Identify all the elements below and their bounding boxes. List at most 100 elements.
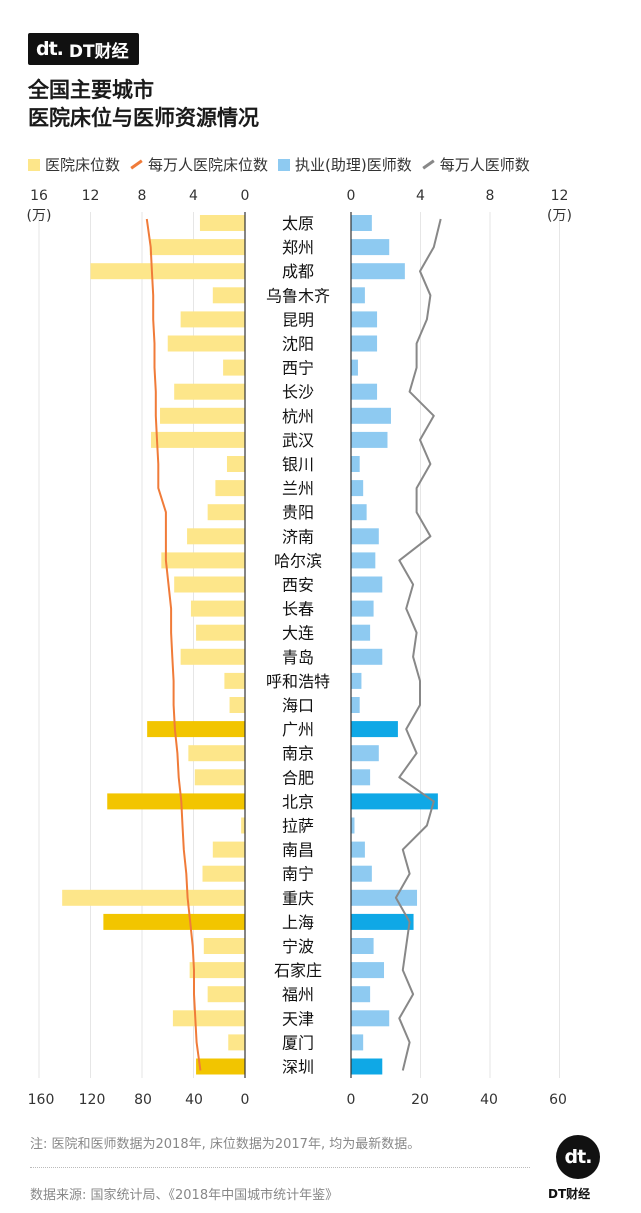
bed-bar	[199, 215, 245, 231]
bed-bar	[196, 1058, 245, 1075]
bed-bar	[202, 865, 245, 882]
doctor-bar	[351, 504, 367, 521]
city-label: 西安	[282, 576, 314, 595]
doctor-bar	[351, 962, 385, 979]
city-label: 合肥	[282, 768, 314, 787]
brand-name: DT财经	[68, 41, 129, 62]
bed-bar	[215, 480, 245, 497]
footnote: 注: 医院和医师数据为2018年, 床位数据为2017年, 均为最新数据。	[30, 1137, 421, 1152]
doctor-bar	[351, 624, 371, 641]
city-label: 青岛	[282, 648, 314, 667]
city-label: 南京	[282, 744, 314, 763]
top-right-tick-label: 4	[416, 188, 425, 204]
legend-label-beds: 医院床位数	[45, 156, 121, 174]
city-label: 广州	[282, 720, 314, 739]
footer-logo: dt.	[556, 1135, 600, 1179]
bed-bar	[188, 745, 245, 762]
doctor-bar	[351, 697, 360, 713]
city-label: 石家庄	[274, 961, 322, 980]
city-label: 大连	[282, 624, 314, 643]
bottom-left-tick-label: 80	[134, 1092, 152, 1108]
city-label: 杭州	[282, 407, 314, 426]
bed-bar	[62, 889, 245, 906]
doctor-bar	[351, 793, 438, 810]
bed-bar	[149, 239, 245, 256]
city-label: 郑州	[282, 238, 314, 257]
brand-mark: dt.	[36, 38, 64, 60]
city-label: 南昌	[282, 841, 314, 860]
doctors-per-10k-line	[394, 218, 442, 1071]
doctor-bar	[351, 287, 365, 304]
bottom-left-tick-label: 120	[79, 1092, 106, 1108]
city-label: 乌鲁木齐	[266, 286, 330, 305]
doctor-bar	[351, 239, 390, 256]
bed-bar	[229, 697, 245, 713]
bed-bar	[241, 817, 245, 834]
top-left-tick-label: 16	[30, 188, 48, 204]
city-label: 昆明	[282, 310, 314, 329]
doctor-bar	[351, 913, 414, 930]
city-label: 西宁	[282, 359, 314, 378]
city-label: 天津	[282, 1009, 314, 1028]
doctor-bar	[351, 1034, 364, 1051]
doctor-bar	[351, 407, 391, 424]
doctor-bar	[351, 359, 358, 376]
bed-bar	[167, 335, 245, 352]
bed-bar	[147, 721, 245, 738]
bed-bar	[174, 576, 245, 593]
footer-logo-text: DT财经	[548, 1187, 591, 1201]
bed-bar	[174, 383, 245, 400]
bed-bar	[190, 600, 245, 617]
legend-item-doctors: 执业(助理)医师数	[278, 154, 412, 175]
doctor-bar	[351, 263, 405, 280]
bottom-left-tick-label: 40	[185, 1092, 203, 1108]
bottom-right-tick-label: 20	[411, 1092, 429, 1108]
doctor-bar	[351, 552, 376, 569]
bottom-left-tick-label: 160	[28, 1092, 55, 1108]
legend-label-beds-per-10k: 每万人医院床位数	[148, 156, 269, 174]
bed-bar	[187, 528, 245, 545]
bed-bar	[207, 986, 245, 1003]
source-note: 数据来源: 国家统计局、《2018年中国城市统计年鉴》	[30, 1188, 339, 1203]
bed-bar	[189, 962, 245, 979]
city-label: 沈阳	[282, 335, 314, 354]
doctor-bar	[351, 721, 398, 738]
city-label: 济南	[282, 527, 314, 546]
bed-bar	[107, 793, 245, 810]
top-left-tick-label: 4	[189, 188, 198, 204]
doctor-bar	[351, 576, 383, 593]
bed-bar	[207, 504, 245, 521]
bed-bar	[203, 938, 245, 954]
brand-badge: dt. DT财经	[28, 33, 139, 65]
doctor-bar	[351, 456, 360, 472]
city-label: 兰州	[282, 479, 314, 498]
top-left-unit-label: (万)	[27, 208, 52, 224]
city-label: 海口	[282, 696, 314, 715]
city-label: 拉萨	[282, 817, 314, 836]
city-label: 深圳	[282, 1058, 314, 1077]
city-label: 呼和浩特	[266, 672, 330, 691]
city-label: 厦门	[282, 1033, 314, 1052]
footer-divider	[30, 1167, 530, 1168]
top-left-tick-label: 12	[82, 188, 100, 204]
bottom-right-tick-label: 0	[347, 1092, 356, 1108]
city-label: 上海	[282, 913, 314, 932]
top-right-tick-label: 8	[486, 188, 495, 204]
bed-bar	[161, 552, 245, 569]
doctor-bar	[351, 383, 378, 400]
top-left-tick-label: 8	[138, 188, 147, 204]
chart-title-line1: 全国主要城市	[28, 78, 154, 102]
bed-bar	[160, 407, 245, 424]
top-right-tick-label: 12	[551, 188, 569, 204]
city-label: 长沙	[282, 383, 314, 402]
bed-bar	[151, 431, 245, 448]
legend-swatch-doctors	[278, 158, 291, 171]
legend-label-doctors-per-10k: 每万人医师数	[439, 156, 530, 174]
doctor-bar	[351, 986, 371, 1003]
doctor-bar	[351, 841, 365, 858]
city-label: 福州	[282, 985, 314, 1004]
doctor-bar	[351, 672, 362, 689]
doctor-bar	[351, 817, 355, 834]
doctor-bar	[351, 1010, 390, 1027]
city-label: 太原	[282, 214, 314, 233]
